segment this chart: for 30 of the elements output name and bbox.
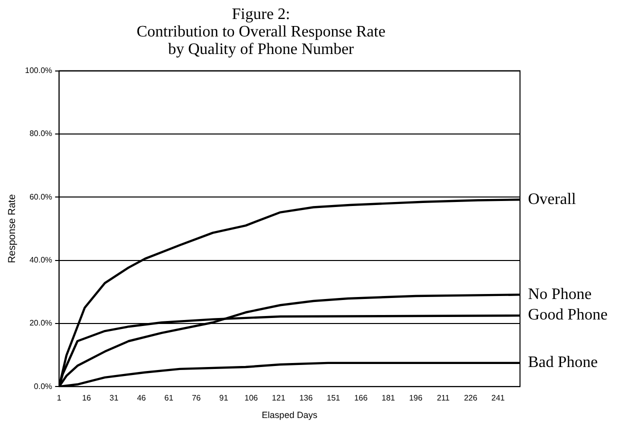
x-axis-title: Elasped Days <box>262 410 318 420</box>
series-label: Good Phone <box>528 306 608 324</box>
y-tick-label: 80.0% <box>29 129 52 138</box>
x-tick-label: 226 <box>464 394 478 403</box>
x-tick-label: 121 <box>272 394 286 403</box>
x-tick-label: 136 <box>299 394 314 403</box>
y-tick-label: 100.0% <box>24 66 52 76</box>
x-tick-label: 196 <box>409 394 423 403</box>
y-axis-title: Response Rate <box>6 194 18 264</box>
x-tick-label: 181 <box>382 394 396 403</box>
y-tick-label: 60.0% <box>29 192 52 202</box>
x-tick-label: 106 <box>244 394 258 403</box>
x-tick-label: 241 <box>491 394 506 403</box>
y-tick-label: 20.0% <box>29 318 52 328</box>
x-tick-label: 76 <box>192 394 202 403</box>
x-tick-label: 166 <box>354 394 368 403</box>
x-tick-label: 151 <box>326 394 341 403</box>
x-tick-label: 31 <box>110 394 119 403</box>
series-label: Overall <box>528 190 577 208</box>
y-tick-label: 0.0% <box>34 382 52 391</box>
x-tick-label: 211 <box>436 394 450 403</box>
x-tick-label: 91 <box>219 394 229 403</box>
x-tick-label: 61 <box>164 394 174 403</box>
series-label: No Phone <box>528 286 592 303</box>
x-tick-label: 16 <box>82 394 92 403</box>
x-tick-label: 46 <box>136 394 146 403</box>
y-tick-label: 40.0% <box>29 255 52 264</box>
series-label: Bad Phone <box>528 354 598 372</box>
x-tick-label: 1 <box>56 394 62 403</box>
chart-title: Figure 2: Contribution to Overall Response Rate by Quality of Phone Number <box>136 6 386 58</box>
